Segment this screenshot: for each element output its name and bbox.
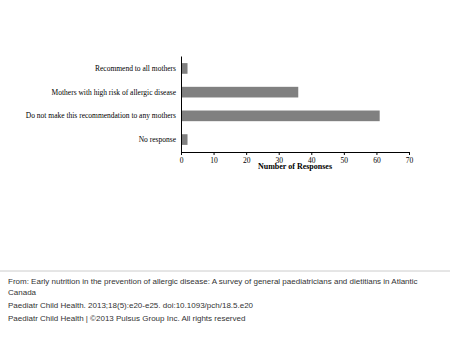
bar [181,87,298,98]
y-tick-label: Recommend to all mothers [95,64,176,73]
x-tick-mark [214,152,215,155]
y-tick-label: Mothers with high risk of allergic disea… [52,88,177,97]
x-tick: 20 [243,152,251,165]
x-tick-mark [376,152,377,155]
x-tick-label: 50 [341,156,349,165]
x-tick-label: 10 [210,156,218,165]
y-tick-label: No response [139,135,177,144]
x-axis-title: Number of Responses [258,162,332,171]
caption-line: Paediatr Child Health | ©2013 Pulsus Gro… [8,313,444,324]
x-axis-line [182,152,410,153]
x-tick-label: 70 [406,156,414,165]
x-tick-mark [409,152,410,155]
bars [181,63,380,145]
y-tick: Recommend to all mothers [95,64,176,73]
x-tick-label: 20 [243,156,251,165]
x-tick-label: 0 [180,156,184,165]
x-tick-label: 60 [373,156,381,165]
x-tick-mark [246,152,247,155]
x-tick: 50 [341,152,349,165]
bar [181,111,380,122]
separator [0,271,450,272]
y-axis: Recommend to all mothers Mothers with hig… [26,57,182,153]
chart: 010203040506070Recommend to all mothersM… [0,0,450,338]
caption-line: From: Early nutrition in the prevention … [8,276,444,298]
x-tick: 0 [180,152,184,165]
x-tick: 60 [373,152,381,165]
caption: From: Early nutrition in the prevention … [8,276,444,326]
x-tick: 70 [406,152,414,165]
x-tick-mark [311,152,312,155]
y-tick: Do not make this recommendation to any m… [26,111,176,120]
y-axis-line [181,57,182,153]
x-tick: 10 [210,152,218,165]
caption-line: Paediatr Child Health. 2013;18(5):e20-e2… [8,300,444,311]
y-tick-label: Do not make this recommendation to any m… [26,111,176,120]
x-tick-mark [279,152,280,155]
y-tick: Mothers with high risk of allergic disea… [52,88,177,97]
y-tick: No response [139,135,177,144]
x-tick-mark [344,152,345,155]
